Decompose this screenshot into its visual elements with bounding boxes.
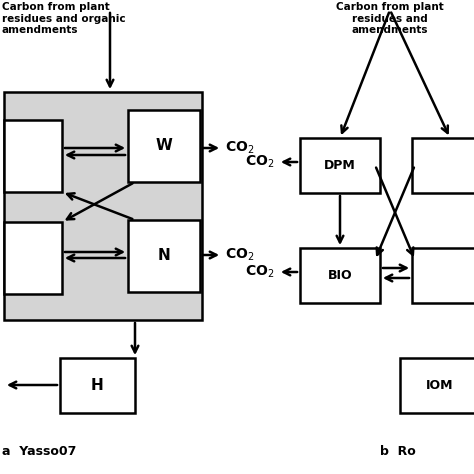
Bar <box>412 248 474 303</box>
Text: IOM: IOM <box>426 379 454 392</box>
Text: DPM: DPM <box>324 159 356 172</box>
Bar <box>60 358 135 413</box>
Text: CO$_2$: CO$_2$ <box>245 154 274 170</box>
Bar <box>4 92 202 320</box>
Bar <box>4 222 62 294</box>
Text: Carbon from plant
residues and
amendments: Carbon from plant residues and amendment… <box>336 2 444 35</box>
Bar <box>128 110 200 182</box>
Bar <box>4 120 62 192</box>
Bar <box>300 248 380 303</box>
Bar <box>128 220 200 292</box>
Text: a  Yasso07: a Yasso07 <box>2 445 76 458</box>
Text: W: W <box>155 138 173 154</box>
Text: b  Ro: b Ro <box>380 445 416 458</box>
Bar <box>300 138 380 193</box>
Text: CO$_2$: CO$_2$ <box>225 247 255 263</box>
Text: N: N <box>158 248 170 264</box>
Text: H: H <box>91 378 104 393</box>
Text: CO$_2$: CO$_2$ <box>245 264 274 280</box>
Bar <box>400 358 474 413</box>
Text: BIO: BIO <box>328 269 352 282</box>
Text: Carbon from plant
residues and organic
amendments: Carbon from plant residues and organic a… <box>2 2 126 35</box>
Text: CO$_2$: CO$_2$ <box>225 140 255 156</box>
Bar <box>412 138 474 193</box>
